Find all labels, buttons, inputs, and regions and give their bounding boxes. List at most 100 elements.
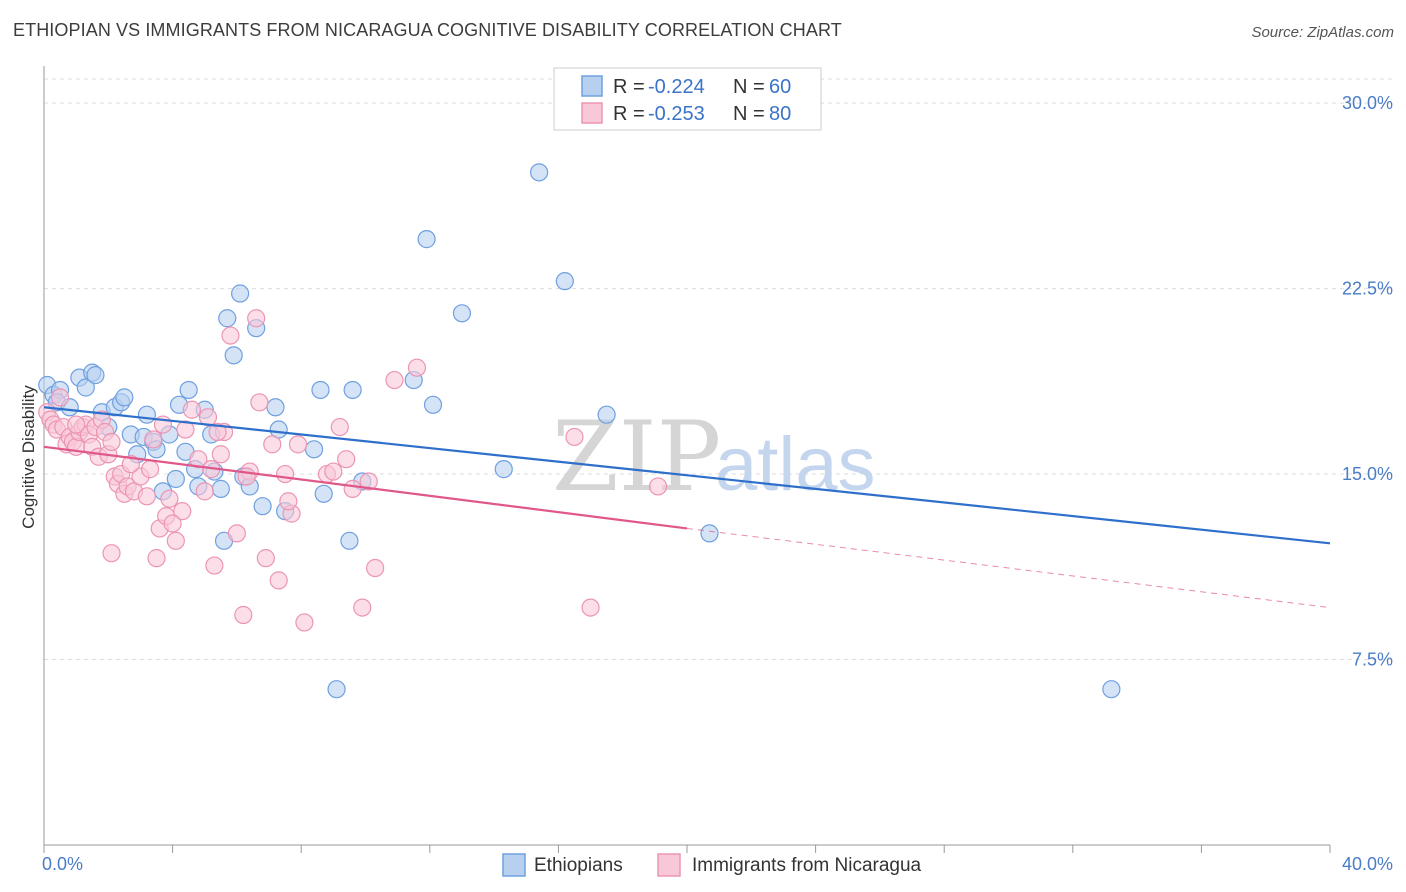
- point-nicaragua: [337, 450, 356, 469]
- point-nicaragua: [173, 502, 192, 521]
- series-legend: Ethiopians Immigrants from Nicaragua: [502, 853, 922, 877]
- point-nicaragua: [144, 430, 163, 449]
- point-nicaragua: [166, 531, 185, 550]
- stats-n-label-2: N =: [733, 103, 765, 125]
- point-nicaragua: [295, 613, 314, 632]
- point-nicaragua: [359, 472, 378, 491]
- stats-r-value-2: -0.253: [648, 103, 705, 125]
- point-nicaragua: [102, 432, 121, 451]
- point-nicaragua: [137, 487, 156, 506]
- point-nicaragua: [147, 549, 166, 568]
- axes-layer: 7.5% 15.0% 22.5% 30.0% 0.0% 40.0%: [42, 66, 1393, 874]
- stats-n-value-2: 80: [769, 103, 791, 125]
- legend-swatch-ethiopians: [502, 853, 526, 877]
- point-nicaragua: [163, 514, 182, 533]
- point-ethiopians: [343, 380, 362, 400]
- point-ethiopians: [494, 460, 513, 479]
- point-ethiopians: [304, 440, 324, 459]
- point-nicaragua: [288, 435, 308, 454]
- point-nicaragua: [221, 326, 240, 345]
- point-ethiopians: [530, 163, 549, 182]
- point-ethiopians: [218, 309, 237, 328]
- y-tick-label: 15.0%: [1342, 464, 1393, 484]
- point-ethiopians: [166, 469, 185, 489]
- stats-n-value-1: 60: [769, 76, 791, 98]
- point-nicaragua: [102, 544, 121, 563]
- point-ethiopians: [266, 398, 285, 417]
- y-tick-label: 22.5%: [1342, 279, 1393, 299]
- point-ethiopians: [423, 395, 443, 414]
- y-tick-label: 7.5%: [1352, 650, 1393, 670]
- chart-source: Source: ZipAtlas.com: [1251, 24, 1394, 41]
- legend-label-ethiopians: Ethiopians: [534, 855, 623, 876]
- point-ethiopians: [86, 366, 105, 385]
- stats-r-label-1: R =: [613, 76, 645, 98]
- point-nicaragua: [189, 450, 208, 469]
- point-nicaragua: [121, 455, 140, 474]
- point-nicaragua: [237, 467, 256, 486]
- point-ethiopians: [417, 230, 436, 249]
- point-ethiopians: [597, 405, 616, 424]
- point-nicaragua: [67, 415, 86, 434]
- point-ethiopians: [224, 346, 243, 365]
- point-nicaragua: [565, 427, 584, 447]
- point-nicaragua: [279, 492, 298, 511]
- point-nicaragua: [195, 482, 214, 501]
- point-nicaragua: [250, 393, 269, 412]
- point-nicaragua: [256, 549, 275, 568]
- watermark-zip: ZIP: [552, 401, 721, 513]
- point-nicaragua: [353, 598, 372, 617]
- point-nicaragua: [227, 524, 246, 543]
- stats-r-value-1: -0.224: [648, 76, 705, 98]
- point-nicaragua: [366, 558, 385, 578]
- point-ethiopians: [179, 380, 198, 400]
- point-ethiopians: [327, 680, 346, 699]
- point-ethiopians: [700, 524, 719, 543]
- point-ethiopians: [311, 380, 330, 400]
- point-ethiopians: [314, 484, 333, 503]
- grid-layer: [44, 78, 1392, 661]
- point-nicaragua: [407, 358, 427, 377]
- legend-label-nicaragua: Immigrants from Nicaragua: [692, 855, 922, 876]
- point-nicaragua: [176, 420, 195, 439]
- point-nicaragua: [208, 422, 227, 442]
- x-tick-label-min: 0.0%: [42, 854, 83, 874]
- point-nicaragua: [160, 489, 179, 508]
- point-nicaragua: [276, 464, 295, 484]
- point-ethiopians: [1102, 680, 1121, 699]
- y-axis-label: Cognitive Disability: [19, 385, 38, 529]
- watermark-atlas: atlas: [715, 422, 876, 507]
- point-nicaragua: [247, 309, 266, 328]
- point-ethiopians: [211, 479, 230, 498]
- watermark: ZIP atlas: [552, 401, 876, 513]
- point-ethiopians: [115, 388, 134, 407]
- point-ethiopians: [340, 531, 359, 550]
- stats-swatch-nicaragua: [581, 102, 603, 124]
- point-nicaragua: [330, 417, 349, 437]
- points-layer: [38, 163, 1121, 699]
- chart-title: ETHIOPIAN VS IMMIGRANTS FROM NICARAGUA C…: [13, 20, 842, 40]
- point-nicaragua: [140, 460, 160, 479]
- point-nicaragua: [263, 435, 282, 454]
- trend-layer: [43, 406, 1331, 609]
- x-tick-label-max: 40.0%: [1342, 854, 1393, 874]
- stats-n-label-1: N =: [733, 76, 765, 98]
- point-nicaragua: [234, 605, 253, 625]
- legend-swatch-nicaragua: [657, 853, 681, 877]
- point-nicaragua: [67, 437, 86, 456]
- point-ethiopians: [555, 272, 574, 291]
- point-ethiopians: [452, 304, 472, 323]
- point-ethiopians: [231, 284, 250, 303]
- y-tick-label: 30.0%: [1342, 93, 1393, 113]
- point-ethiopians: [137, 405, 156, 424]
- point-nicaragua: [385, 370, 404, 390]
- point-nicaragua: [50, 388, 70, 407]
- point-nicaragua: [269, 571, 288, 590]
- trend-line-ethiopians: [43, 406, 1331, 545]
- point-nicaragua: [581, 598, 600, 617]
- trend-extension-nicaragua: [686, 527, 1331, 609]
- trend-line-nicaragua: [43, 445, 688, 530]
- point-nicaragua: [343, 479, 362, 498]
- stats-legend: R = -0.224 N = 60 R = -0.253 N = 80: [553, 67, 822, 131]
